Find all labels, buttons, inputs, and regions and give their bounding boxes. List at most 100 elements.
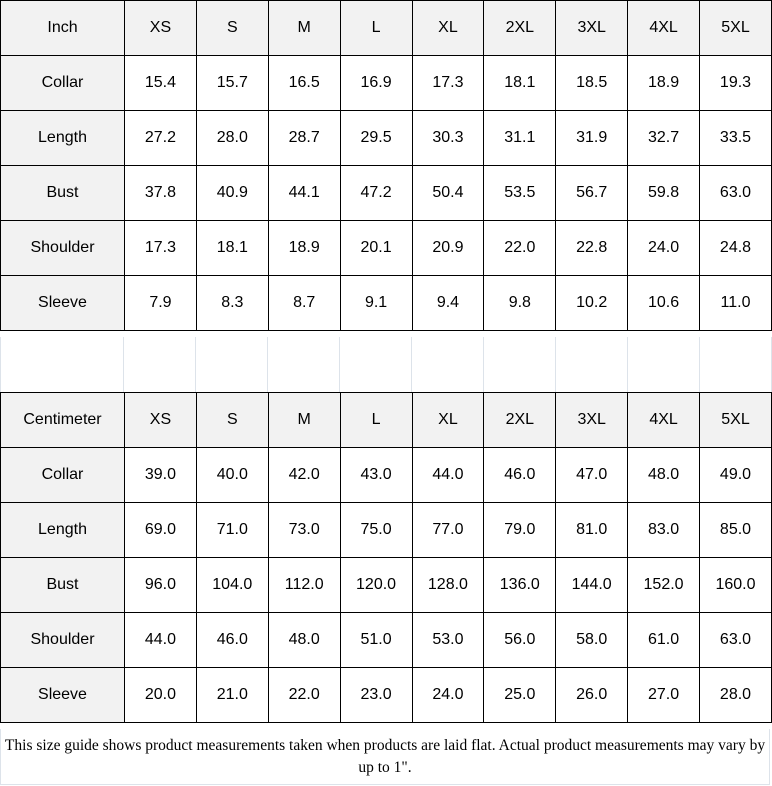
measurement-value: 10.2	[555, 275, 629, 331]
measurement-value: 31.1	[483, 110, 557, 166]
size-header: M	[267, 392, 341, 448]
measurement-value: 33.5	[699, 110, 772, 166]
size-header: M	[267, 0, 341, 56]
measurement-value: 71.0	[195, 502, 269, 558]
table-row: Bust 96.0 104.0 112.0 120.0 128.0 136.0 144.0 15…	[0, 557, 772, 613]
measurement-value: 43.0	[339, 447, 413, 503]
measurement-value: 63.0	[699, 612, 772, 668]
measurement-value: 7.9	[124, 275, 197, 331]
measurement-value: 20.9	[411, 220, 485, 276]
size-header: 4XL	[627, 392, 700, 448]
measurement-value: 30.3	[411, 110, 485, 166]
measurement-value: 44.1	[267, 165, 341, 221]
measurement-value: 22.8	[555, 220, 629, 276]
size-header: S	[195, 0, 269, 56]
spacer-gridline	[195, 337, 196, 392]
measurement-value: 49.0	[699, 447, 772, 503]
measurement-value: 73.0	[267, 502, 341, 558]
spacer-gridline	[699, 337, 700, 392]
measurement-value: 32.7	[627, 110, 700, 166]
measurement-value: 21.0	[195, 667, 269, 723]
measurement-value: 42.0	[267, 447, 341, 503]
measurement-value: 53.5	[483, 165, 557, 221]
measurement-value: 44.0	[411, 447, 485, 503]
size-header: 5XL	[699, 0, 772, 56]
measurement-value: 75.0	[339, 502, 413, 558]
measurement-value: 9.8	[483, 275, 557, 331]
measurement-value: 44.0	[124, 612, 197, 668]
measurement-label: Length	[0, 502, 125, 558]
measurement-value: 29.5	[339, 110, 413, 166]
measurement-value: 15.7	[195, 55, 269, 111]
measurement-value: 28.0	[699, 667, 772, 723]
measurement-value: 20.0	[124, 667, 197, 723]
measurement-value: 40.9	[195, 165, 269, 221]
measurement-value: 40.0	[195, 447, 269, 503]
measurement-label: Collar	[0, 55, 125, 111]
measurement-value: 112.0	[267, 557, 341, 613]
measurement-value: 77.0	[411, 502, 485, 558]
measurement-label: Shoulder	[0, 220, 125, 276]
measurement-value: 120.0	[339, 557, 413, 613]
measurement-value: 46.0	[195, 612, 269, 668]
measurement-value: 56.0	[483, 612, 557, 668]
measurement-value: 128.0	[411, 557, 485, 613]
measurement-value: 47.0	[555, 447, 629, 503]
header-row: Centimeter XS S M L XL 2XL 3XL 4XL 5XL	[0, 392, 772, 448]
measurement-value: 28.7	[267, 110, 341, 166]
measurement-value: 23.0	[339, 667, 413, 723]
header-row: Inch XS S M L XL 2XL 3XL 4XL 5XL	[0, 0, 772, 56]
measurement-label: Shoulder	[0, 612, 125, 668]
spacer-gridline	[339, 337, 340, 392]
measurement-value: 10.6	[627, 275, 700, 331]
measurement-value: 25.0	[483, 667, 557, 723]
table-row: Length 69.0 71.0 73.0 75.0 77.0 79.0 81.0 83.0 85…	[0, 502, 772, 558]
size-header: 4XL	[627, 0, 700, 56]
measurement-value: 83.0	[627, 502, 700, 558]
measurement-value: 81.0	[555, 502, 629, 558]
table-row: Sleeve 7.9 8.3 8.7 9.1 9.4 9.8 10.2 10.6 11.0	[0, 275, 772, 331]
measurement-value: 16.5	[267, 55, 341, 111]
table-spacer	[0, 337, 772, 392]
measurement-value: 53.0	[411, 612, 485, 668]
size-header: L	[339, 0, 413, 56]
size-header: L	[339, 392, 413, 448]
measurement-label: Sleeve	[0, 275, 125, 331]
inch-size-table: Inch XS S M L XL 2XL 3XL 4XL 5XL Collar 15.4 15.7 16.…	[0, 0, 772, 331]
table-row: Collar 39.0 40.0 42.0 43.0 44.0 46.0 47.0 48.0 49…	[0, 447, 772, 503]
spacer-gridline	[483, 337, 484, 392]
spacer-gridline	[627, 337, 628, 392]
measurement-value: 27.2	[124, 110, 197, 166]
measurement-value: 11.0	[699, 275, 772, 331]
measurement-value: 18.5	[555, 55, 629, 111]
size-header: 5XL	[699, 392, 772, 448]
table-row: Bust 37.8 40.9 44.1 47.2 50.4 53.5 56.7 59.8 63.0	[0, 165, 772, 221]
size-guide-note: This size guide shows product measuremen…	[0, 729, 770, 785]
measurement-value: 27.0	[627, 667, 700, 723]
measurement-value: 152.0	[627, 557, 700, 613]
spacer-gridline	[123, 337, 124, 392]
measurement-value: 50.4	[411, 165, 485, 221]
measurement-value: 22.0	[267, 667, 341, 723]
centimeter-size-table: Centimeter XS S M L XL 2XL 3XL 4XL 5XL Collar 39.0 4…	[0, 392, 772, 723]
measurement-value: 37.8	[124, 165, 197, 221]
table-row: Shoulder 44.0 46.0 48.0 51.0 53.0 56.0 58.0 61.0…	[0, 612, 772, 668]
measurement-value: 51.0	[339, 612, 413, 668]
size-header: XL	[411, 392, 485, 448]
measurement-value: 15.4	[124, 55, 197, 111]
measurement-value: 79.0	[483, 502, 557, 558]
measurement-value: 47.2	[339, 165, 413, 221]
size-header: 2XL	[483, 392, 557, 448]
measurement-value: 96.0	[124, 557, 197, 613]
measurement-value: 17.3	[124, 220, 197, 276]
measurement-value: 18.9	[267, 220, 341, 276]
measurement-value: 69.0	[124, 502, 197, 558]
spacer-gridline	[267, 337, 268, 392]
measurement-value: 16.9	[339, 55, 413, 111]
measurement-value: 28.0	[195, 110, 269, 166]
measurement-value: 144.0	[555, 557, 629, 613]
size-header: XL	[411, 0, 485, 56]
size-header: XS	[124, 392, 197, 448]
spacer-gridline	[0, 337, 1, 392]
measurement-value: 136.0	[483, 557, 557, 613]
